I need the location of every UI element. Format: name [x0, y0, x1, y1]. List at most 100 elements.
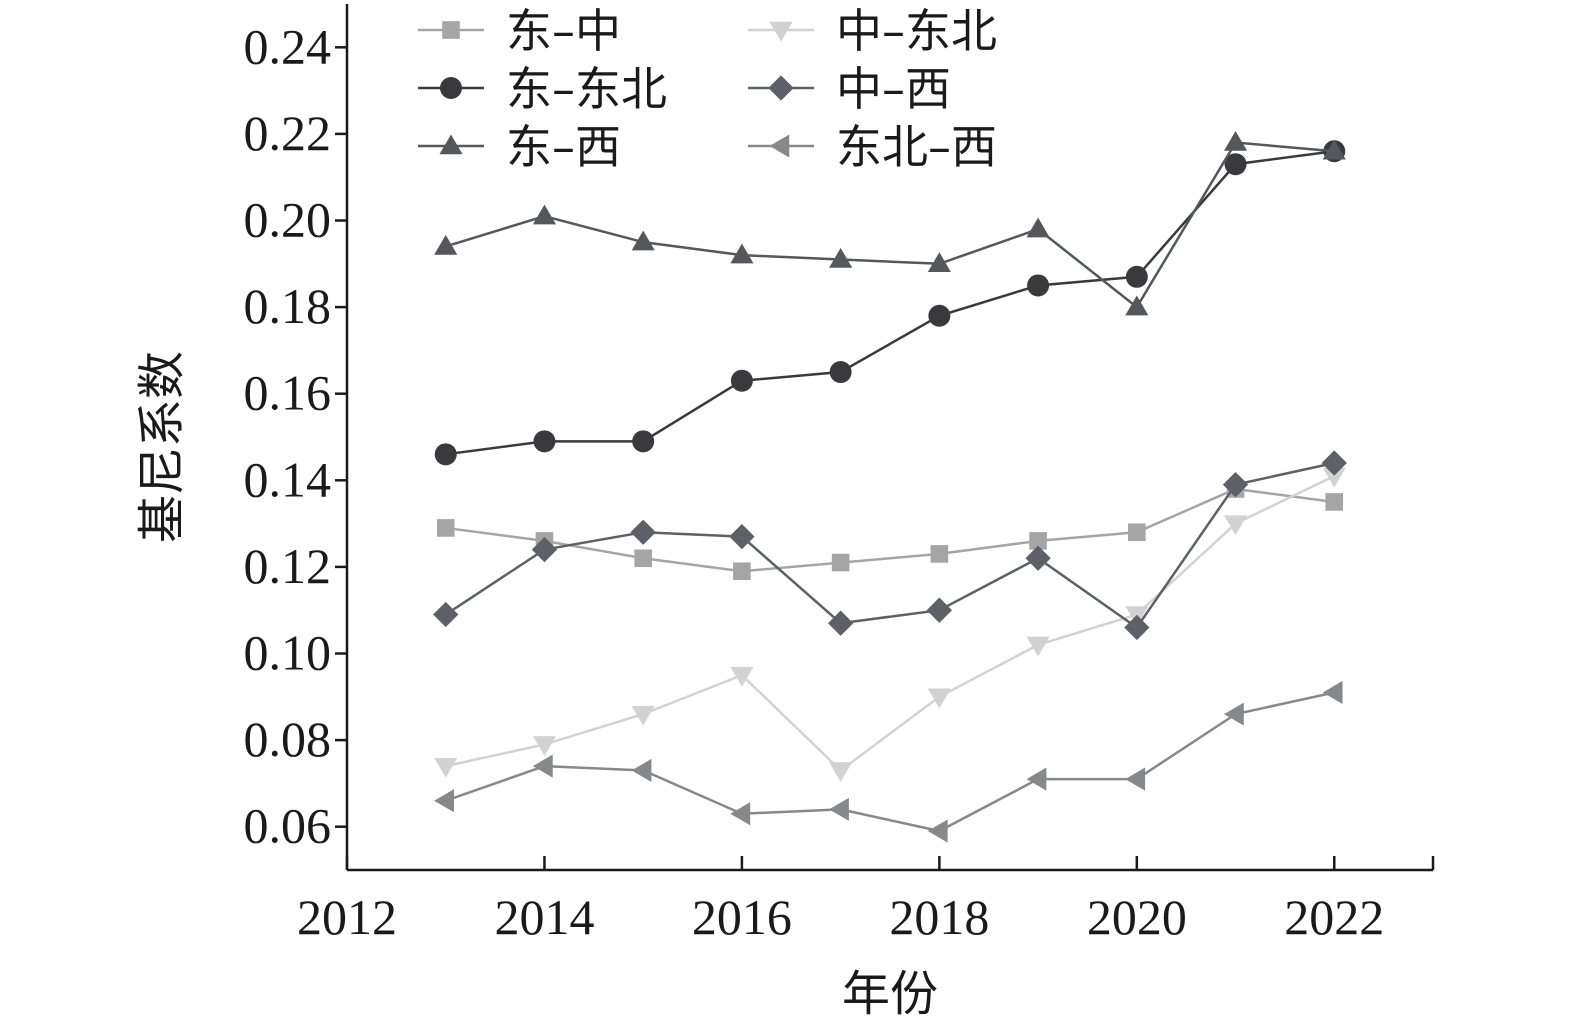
data-point	[829, 247, 853, 268]
y-tick-label: 0.20	[244, 192, 332, 248]
data-point	[433, 601, 459, 628]
data-point	[831, 553, 850, 572]
data-point	[631, 705, 655, 726]
series-group	[436, 480, 1344, 581]
data-point	[730, 802, 751, 826]
data-point	[1029, 532, 1047, 550]
x-tick-label: 2022	[1284, 889, 1384, 945]
data-point	[1322, 139, 1346, 160]
series-group	[434, 140, 1346, 466]
data-point	[733, 562, 751, 581]
data-point	[927, 688, 951, 709]
data-point	[630, 519, 656, 545]
legend-label: 东–西	[506, 120, 621, 174]
data-point	[1222, 471, 1249, 498]
data-point	[1322, 680, 1343, 705]
legend-marker	[768, 75, 794, 101]
data-point	[927, 819, 948, 843]
legend-label: 东–东北	[506, 62, 667, 116]
legend-item: 东–西	[418, 120, 621, 174]
data-point	[632, 430, 655, 453]
data-point	[434, 443, 457, 466]
data-point	[634, 549, 652, 568]
series-group	[434, 131, 1346, 316]
y-tick-label: 0.10	[244, 625, 332, 681]
x-tick-label: 2020	[1087, 889, 1187, 945]
series-line	[445, 487, 1335, 573]
data-point	[533, 430, 556, 453]
x-tick-label: 2018	[889, 889, 989, 945]
y-tick-label: 0.12	[244, 538, 332, 594]
data-point	[1128, 523, 1146, 542]
legend-marker	[440, 77, 462, 99]
legend-item: 东–东北	[418, 62, 667, 116]
data-point	[1027, 274, 1050, 297]
legend-label: 中–西	[836, 62, 951, 116]
legend-item: 中–西	[748, 62, 951, 116]
data-point	[1224, 153, 1247, 176]
data-point	[729, 523, 755, 550]
series-group	[434, 467, 1346, 782]
data-point	[730, 666, 754, 687]
legend-item: 东–中	[418, 4, 621, 58]
axes: 0.06 0.08 0.10 0.12 0.14 0.16 0.18 0.20 0.22 0.24…	[244, 4, 1435, 945]
series-line	[445, 474, 1335, 773]
data-point	[532, 736, 557, 756]
legend-marker	[769, 21, 793, 42]
data-point	[730, 369, 753, 392]
data-point	[829, 797, 849, 821]
y-tick-label: 0.22	[244, 105, 332, 161]
data-point	[1025, 545, 1051, 571]
data-point	[829, 361, 852, 384]
legend-label: 东–中	[506, 4, 621, 58]
data-point	[1325, 493, 1344, 511]
y-tick-label: 0.14	[244, 451, 332, 507]
data-point	[531, 536, 558, 563]
series-line	[445, 461, 1335, 630]
data-point	[930, 545, 949, 563]
data-point	[1321, 450, 1347, 476]
legend-marker	[442, 21, 460, 39]
data-point	[1223, 702, 1244, 726]
data-point	[436, 519, 455, 537]
legend-marker	[769, 134, 790, 158]
x-tick-label: 2012	[297, 889, 397, 945]
data-point	[434, 234, 458, 255]
data-point	[829, 762, 853, 782]
data-point	[532, 204, 557, 225]
data-point	[926, 597, 953, 623]
data-point	[1124, 614, 1150, 641]
data-point	[1223, 131, 1248, 151]
data-point	[1026, 767, 1047, 791]
y-tick-label: 0.08	[244, 711, 332, 767]
data-point	[1125, 265, 1148, 288]
data-point	[928, 304, 951, 327]
legend: 东–中东–东北东–西 中–东北中–西东北–西	[418, 4, 997, 174]
data-point	[1125, 767, 1146, 791]
legend-item: 中–东北	[748, 4, 997, 58]
data-point	[1322, 467, 1346, 488]
series-lines	[433, 131, 1347, 843]
y-tick-label: 0.16	[244, 365, 332, 421]
data-point	[1223, 515, 1248, 536]
legend-marker	[439, 134, 463, 155]
data-point	[1026, 217, 1050, 238]
legend-item: 东北–西	[748, 120, 997, 174]
data-point	[631, 230, 655, 251]
y-tick-label: 0.24	[244, 18, 332, 74]
data-point	[827, 610, 854, 636]
series-line	[445, 141, 1335, 309]
data-point	[434, 757, 458, 778]
y-tick-label: 0.18	[244, 278, 332, 334]
x-tick-label: 2014	[494, 889, 594, 945]
y-axis-title: 基尼系数	[134, 351, 190, 543]
data-point	[532, 754, 553, 778]
legend-label: 东北–西	[836, 120, 997, 174]
x-axis-title: 年份	[842, 966, 938, 1022]
data-point	[927, 252, 951, 273]
series-line	[445, 149, 1335, 456]
data-point	[631, 758, 652, 782]
series-group	[434, 680, 1343, 843]
series-group	[433, 450, 1347, 641]
